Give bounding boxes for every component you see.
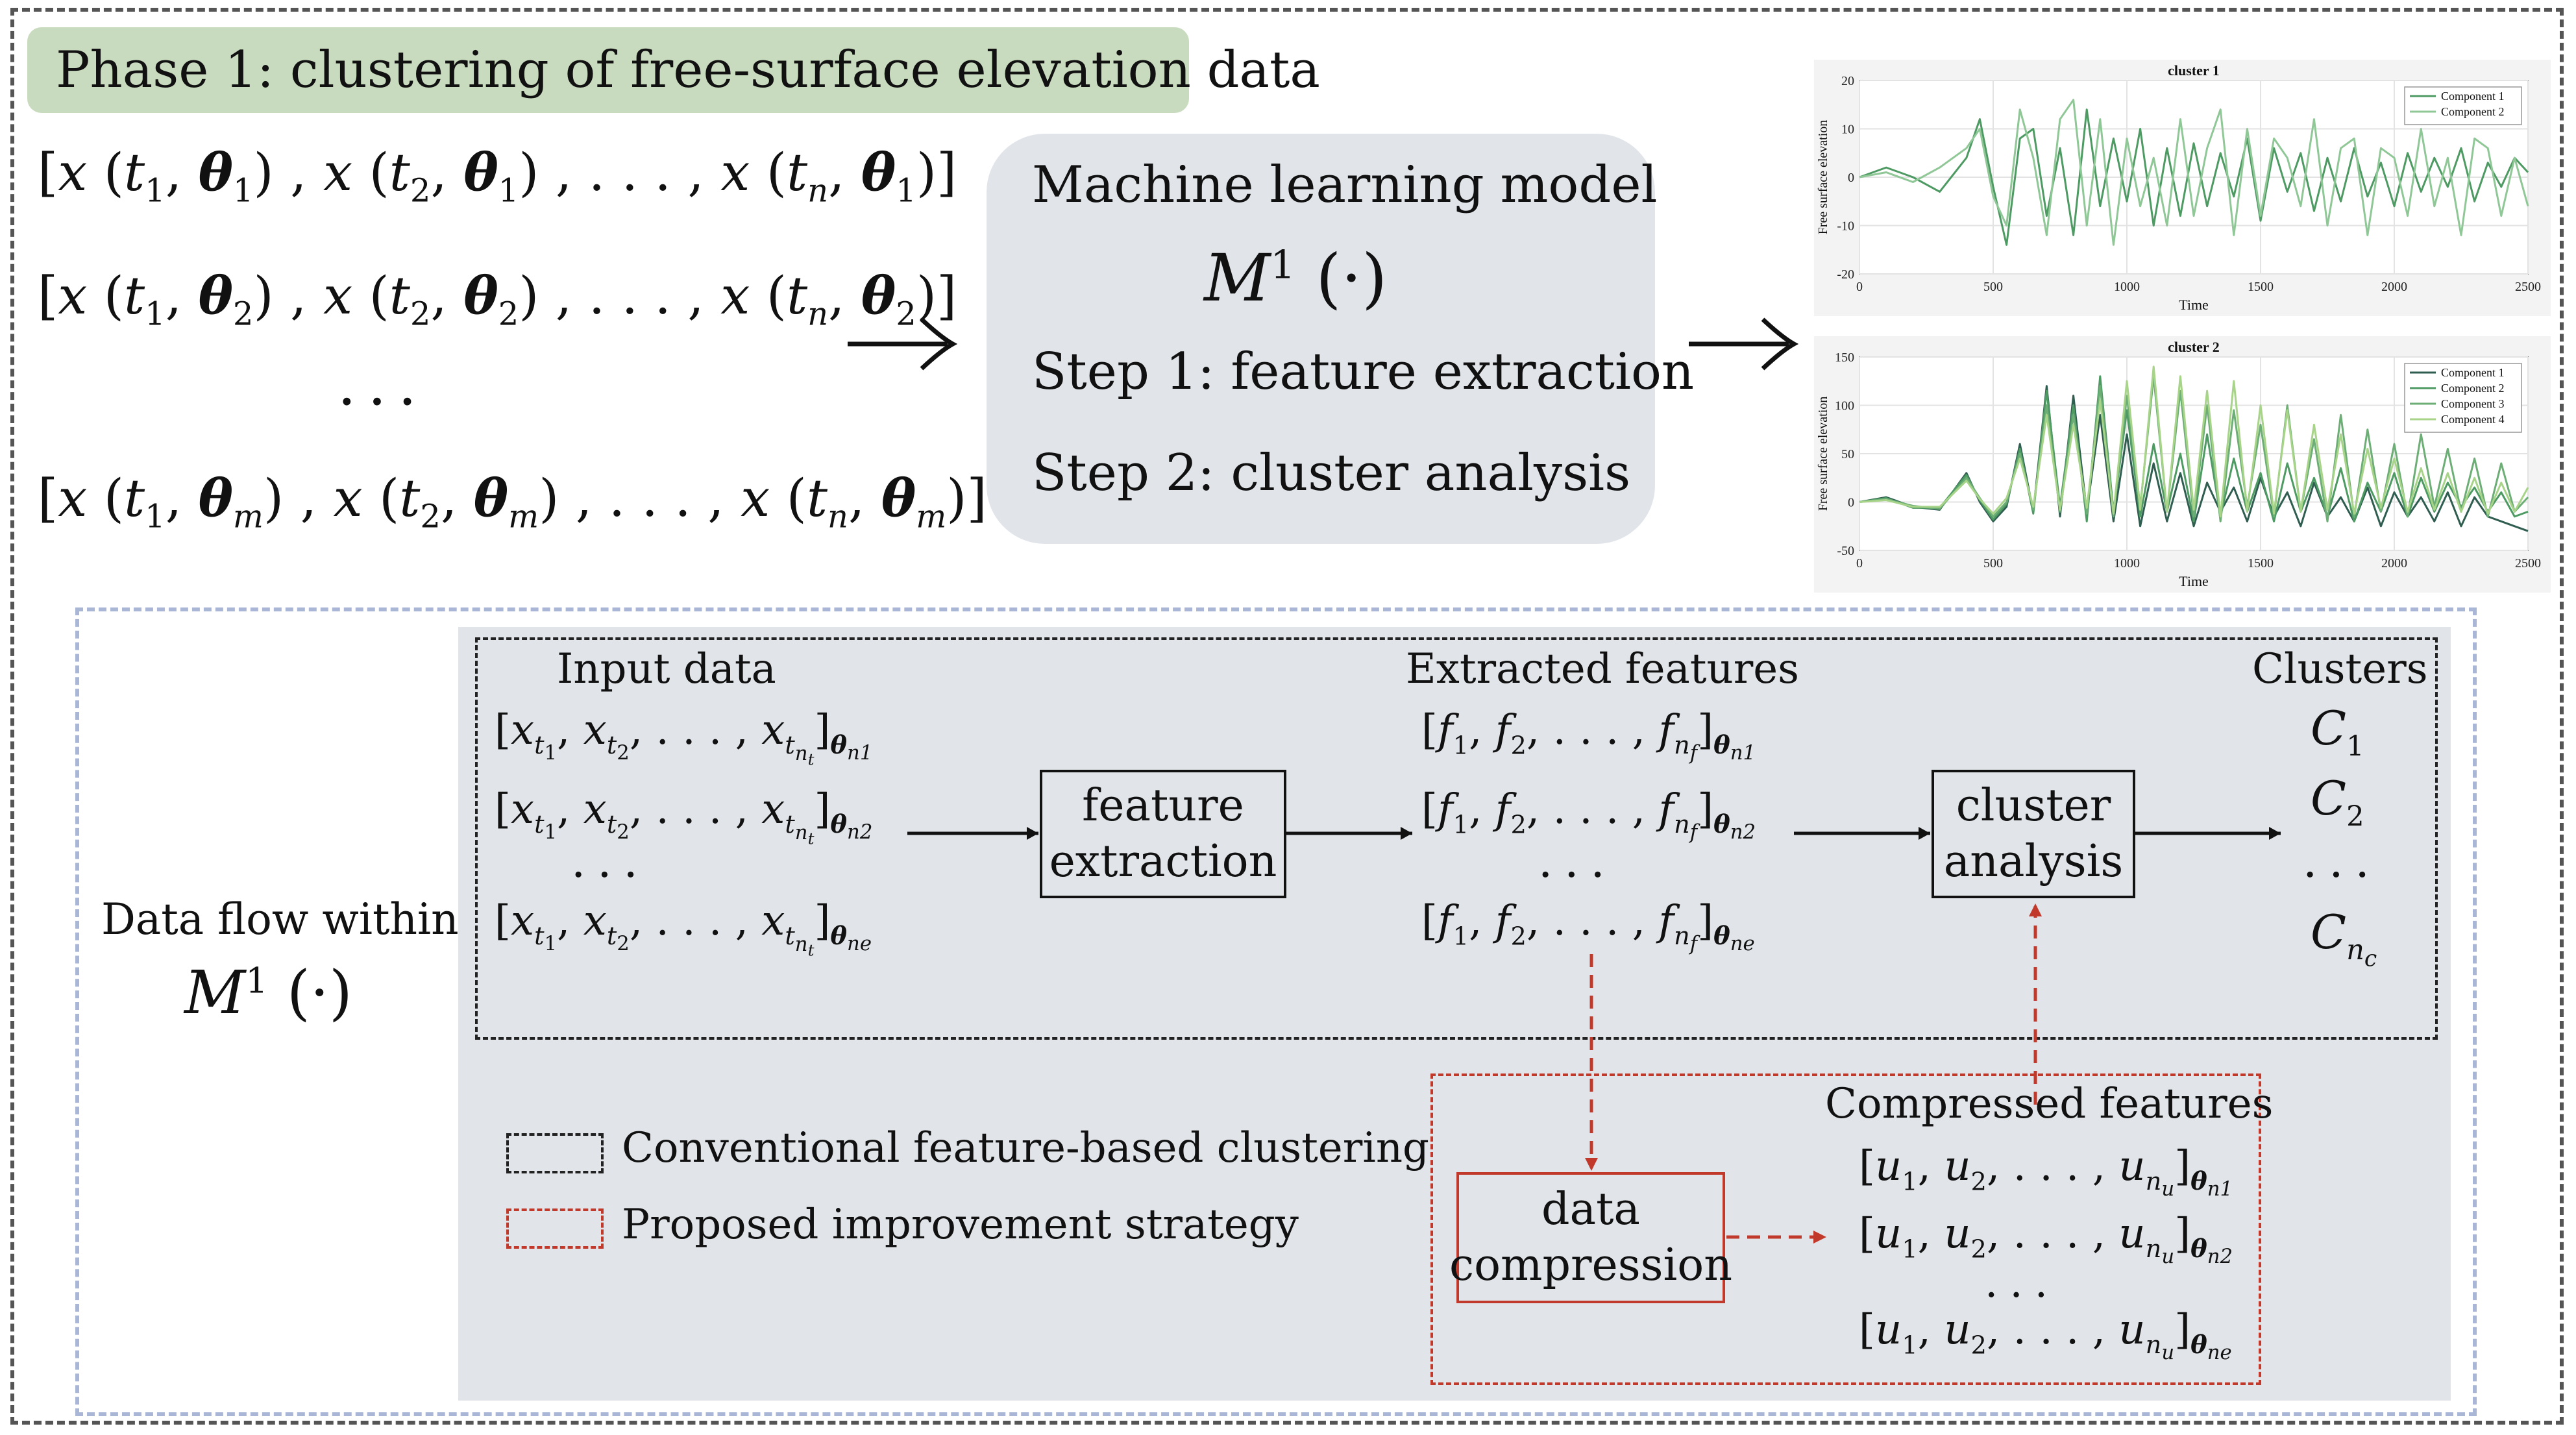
x-axis-label: Time	[2179, 297, 2209, 313]
extracted-features-title: Extracted features	[1406, 645, 1799, 693]
x-tick-label: 500	[1983, 280, 2003, 294]
chart-title: cluster 1	[2168, 62, 2220, 79]
input-vector-ellipsis: ...	[571, 835, 650, 888]
cluster-label-nc: Cnc	[2311, 905, 2377, 972]
conventional-region	[475, 637, 2438, 1040]
y-axis-label: Free surface elevation	[1816, 397, 1830, 511]
compressed-vector-e: [u1, u2, . . . , unu]θne	[1859, 1306, 2232, 1365]
legend-label-2: Component 2	[2441, 382, 2505, 395]
ml-model-title: Machine learning model	[1032, 156, 1658, 214]
ml-step-1: Step 1: feature extraction	[1032, 343, 1695, 401]
cluster-2-chart: 0 500 1000 1500 2000 2500-50050100150cluster …	[1814, 336, 2551, 593]
clusters-title: Clusters	[2252, 645, 2428, 693]
input-sequence-1: [x (t1, θ1) , x (t2, θ1) , . . . , x (tn…	[38, 141, 957, 210]
input-data-title: Input data	[557, 645, 776, 693]
data-compression-box: data compression	[1449, 1172, 1732, 1303]
y-tick-label: -10	[1837, 219, 1854, 234]
legend-label-3: Component 3	[2441, 397, 2505, 410]
x-tick-label: 2000	[2381, 556, 2407, 570]
data-flow-frame	[75, 607, 2477, 1416]
arrow-to-clusters	[1689, 317, 1799, 371]
y-axis-label: Free surface elevation	[1816, 120, 1830, 235]
proposed-region	[1430, 1073, 2261, 1385]
x-tick-label: 2000	[2381, 280, 2407, 294]
y-tick-label: 50	[1841, 447, 1854, 461]
input-sequence-m: [x (t1, θm) , x (t2, θm) , . . . , x (tn…	[38, 467, 987, 535]
legend-box	[2404, 363, 2522, 433]
y-tick-label: -20	[1837, 267, 1854, 282]
phase-title: Phase 1: clustering of free-surface elev…	[56, 41, 1320, 99]
cluster-label-1: C1	[2311, 701, 2364, 763]
data-flow-panel	[458, 627, 2451, 1401]
y-tick-label: 10	[1841, 123, 1854, 137]
arrow-to-model	[848, 317, 958, 371]
compressed-ellipsis: ...	[1985, 1259, 2060, 1307]
x-tick-label: 1000	[2114, 280, 2140, 294]
compressed-vector-1: [u1, u2, . . . , unu]θn1	[1859, 1142, 2233, 1201]
legend-label-1: Component 1	[2441, 366, 2505, 379]
legend-label-2: Component 2	[2441, 105, 2505, 118]
y-tick-label: 20	[1841, 74, 1854, 88]
x-tick-label: 500	[1983, 556, 2003, 570]
series-line-2	[1859, 99, 2529, 246]
input-sequence-2: [x (t1, θ2) , x (t2, θ2) , . . . , x (tn…	[38, 265, 957, 333]
feature-vector-ellipsis: ...	[1538, 835, 1617, 888]
feature-vector-2: [f1, f2, . . . , fnf]θn2	[1421, 785, 1756, 844]
cluster-1-chart: 0 500 1000 1500 2000 2500 -20 -10 0 10 20 cluster 1…	[1814, 60, 2551, 316]
data-flow-model-symbol: M1 (·)	[184, 958, 352, 1027]
compressed-features-title: Compressed features	[1825, 1080, 2274, 1128]
x-tick-label: 1000	[2114, 556, 2140, 570]
compressed-vector-2: [u1, u2, . . . , unu]θn2	[1859, 1210, 2233, 1269]
x-tick-label: 2500	[2515, 280, 2541, 294]
series-line-4	[1859, 365, 2529, 518]
input-vector-2: [xt1, xt2, . . . , xtnt]θn2	[495, 785, 873, 848]
feature-extraction-box: feature extraction	[1040, 770, 1286, 898]
input-vector-1: [xt1, xt2, . . . , xtnt]θn1	[495, 706, 873, 768]
y-tick-label: 0	[1848, 496, 1854, 510]
x-tick-label: 0	[1856, 280, 1863, 294]
x-tick-label: 1500	[2248, 280, 2274, 294]
cluster-analysis-box: cluster analysis	[1932, 770, 2135, 898]
cluster-ellipsis: ...	[2303, 835, 2381, 888]
chart-title: cluster 2	[2168, 339, 2220, 355]
legend-proposed-label: Proposed improvement strategy	[622, 1201, 1299, 1249]
y-tick-label: 100	[1835, 399, 1854, 413]
legend-box	[2404, 86, 2522, 125]
legend-label-4: Component 4	[2441, 413, 2505, 426]
outer-frame	[10, 8, 2564, 1425]
input-vector-e: [xt1, xt2, . . . , xtnt]θne	[495, 897, 872, 959]
legend-conventional-label: Conventional feature-based clustering	[622, 1124, 1429, 1172]
ml-model-symbol: M1 (·)	[1204, 240, 1388, 316]
ml-model-box	[987, 134, 1655, 544]
x-axis-label: Time	[2179, 573, 2209, 589]
x-tick-label: 1500	[2248, 556, 2274, 570]
series-line-1	[1859, 108, 2529, 246]
cluster-label-2: C2	[2311, 771, 2364, 833]
y-tick-label: 150	[1835, 350, 1854, 365]
legend-conventional-swatch	[506, 1133, 604, 1173]
x-tick-label: 2500	[2515, 556, 2541, 570]
x-tick-label: 0	[1856, 556, 1863, 570]
y-tick-label: 0	[1848, 171, 1854, 185]
legend-proposed-swatch	[506, 1208, 604, 1249]
y-tick-label: -50	[1837, 544, 1854, 558]
ml-step-2: Step 2: cluster analysis	[1032, 444, 1631, 502]
feature-vector-e: [f1, f2, . . . , fnf]θne	[1421, 897, 1755, 956]
legend-label-1: Component 1	[2441, 90, 2505, 103]
feature-vector-1: [f1, f2, . . . , fnf]θn1	[1421, 706, 1756, 765]
data-flow-label: Data flow within	[101, 894, 459, 944]
phase-banner	[27, 27, 1189, 113]
input-ellipsis: ...	[337, 350, 428, 419]
